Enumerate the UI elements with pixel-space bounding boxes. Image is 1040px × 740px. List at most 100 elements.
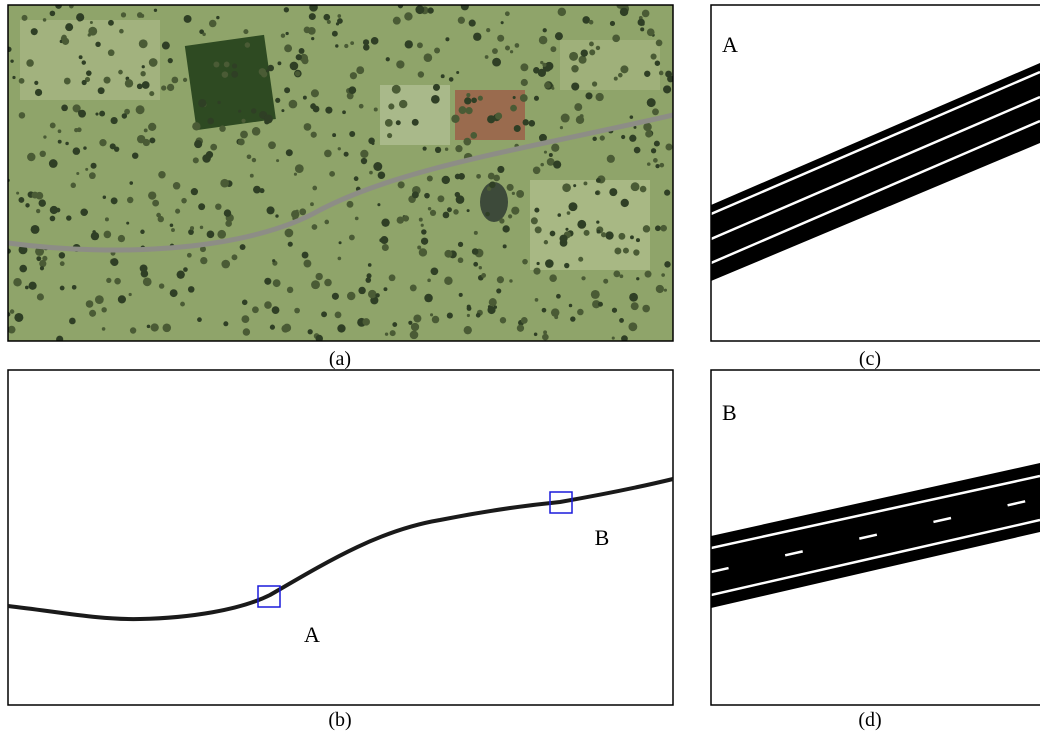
tree: [121, 113, 128, 119]
tree: [606, 154, 615, 163]
tree: [171, 228, 175, 232]
tree: [223, 61, 230, 68]
tree: [199, 225, 204, 230]
tree: [139, 264, 148, 273]
tree: [221, 71, 229, 78]
tree: [411, 191, 419, 199]
tree: [655, 163, 660, 169]
tree: [331, 292, 339, 300]
tree: [496, 276, 505, 284]
tree: [413, 314, 422, 323]
tree: [34, 88, 43, 97]
tree: [492, 57, 502, 67]
tree: [404, 40, 413, 49]
tree: [190, 188, 199, 196]
tree: [456, 70, 460, 75]
tree: [633, 146, 641, 154]
tree: [251, 108, 257, 114]
tree: [485, 211, 490, 217]
tree: [28, 281, 37, 290]
tree: [613, 76, 618, 81]
tree: [500, 21, 504, 25]
tree: [486, 186, 492, 191]
tree: [577, 308, 584, 316]
tree: [283, 7, 290, 13]
tree: [223, 209, 232, 217]
tree: [554, 32, 563, 41]
tree: [49, 205, 59, 215]
tree: [83, 146, 87, 150]
tree: [110, 197, 118, 205]
tree: [259, 188, 265, 194]
tree: [198, 203, 206, 211]
tree: [516, 324, 525, 332]
tree: [583, 181, 588, 186]
tree: [543, 150, 547, 154]
tree: [477, 95, 483, 101]
tree: [568, 202, 578, 212]
tree: [337, 14, 342, 18]
tree: [149, 91, 155, 97]
tree: [84, 76, 91, 83]
tree: [541, 307, 547, 313]
tree: [243, 29, 249, 35]
tree: [26, 59, 34, 67]
tree: [172, 182, 181, 190]
tree: [324, 219, 330, 225]
tree: [578, 256, 584, 262]
panel-border: [7, 4, 674, 342]
tree: [619, 317, 624, 323]
tree: [429, 209, 437, 216]
tree: [225, 220, 232, 227]
tree: [285, 149, 293, 157]
tree: [383, 287, 388, 292]
road-detail: [711, 63, 1040, 281]
panel-border: [710, 369, 1040, 706]
tree: [621, 335, 628, 341]
tree: [392, 16, 401, 25]
tree: [38, 199, 46, 207]
tree: [471, 248, 479, 255]
tree: [124, 79, 134, 88]
tree: [71, 285, 77, 290]
tree: [282, 323, 292, 333]
tree: [493, 305, 498, 309]
tree: [488, 298, 497, 307]
tree: [43, 135, 47, 139]
tree: [542, 28, 547, 33]
tree: [8, 46, 12, 52]
panel-border: [710, 4, 1040, 342]
tree: [592, 300, 601, 309]
tree: [85, 70, 92, 76]
tree: [95, 112, 99, 116]
tree: [104, 217, 109, 222]
caption: (a): [329, 348, 351, 370]
tree: [654, 60, 661, 66]
tree: [409, 330, 419, 340]
tree: [129, 327, 137, 334]
tree: [496, 288, 502, 294]
aerial-image: [8, 5, 673, 341]
tree: [628, 322, 638, 332]
tree: [392, 322, 398, 327]
tree: [30, 225, 40, 234]
tree: [441, 175, 450, 185]
tree: [102, 195, 107, 200]
tree: [578, 55, 587, 64]
tree: [377, 171, 386, 180]
tree: [550, 46, 557, 53]
tree: [559, 126, 564, 130]
tree: [466, 93, 471, 98]
tree: [466, 313, 470, 318]
tree: [140, 229, 145, 235]
tree: [284, 228, 294, 238]
tree: [117, 295, 126, 304]
tree: [658, 70, 664, 76]
tree: [466, 209, 470, 213]
tree: [21, 14, 28, 21]
tree: [645, 130, 653, 138]
tree: [366, 273, 372, 279]
tree: [549, 230, 556, 237]
tree: [646, 28, 655, 37]
tree: [599, 135, 605, 141]
